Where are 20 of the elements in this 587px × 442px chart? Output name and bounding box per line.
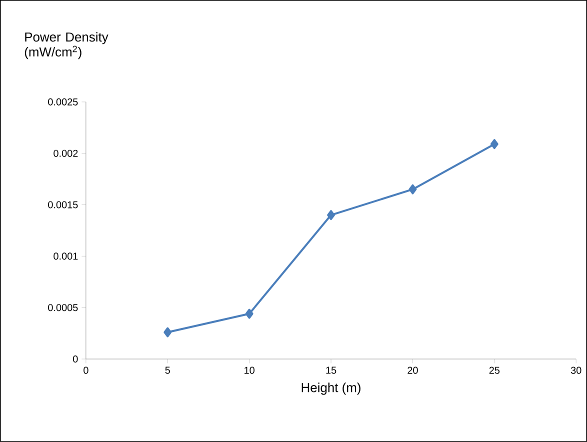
x-tick-label: 10 — [244, 366, 254, 374]
y-tick-label: 0 — [73, 356, 78, 363]
x-tick-label: 30 — [570, 366, 582, 374]
y-tick-label: 0.0015 — [48, 201, 78, 208]
point — [327, 210, 336, 220]
y-tick-label: 0.0025 — [48, 98, 78, 106]
y-tick-label: 0.001 — [54, 252, 78, 260]
x-tick-label: 20 — [408, 366, 418, 374]
point — [164, 327, 172, 338]
x-tick-label: 5 — [165, 366, 170, 374]
point — [245, 308, 254, 319]
y-tick-label: 0.002 — [54, 150, 78, 157]
x-tick-label: 0 — [84, 366, 88, 374]
x-tick-label: 15 — [326, 366, 336, 374]
y-axis-title: Power Density (mW/cm$^{2}$) — [24, 32, 108, 60]
x-axis-title: Height (m) — [302, 382, 360, 395]
y-tick-label: 0.0005 — [48, 304, 78, 312]
point — [408, 184, 417, 194]
point — [490, 139, 498, 150]
x-tick-label: 25 — [489, 366, 500, 374]
